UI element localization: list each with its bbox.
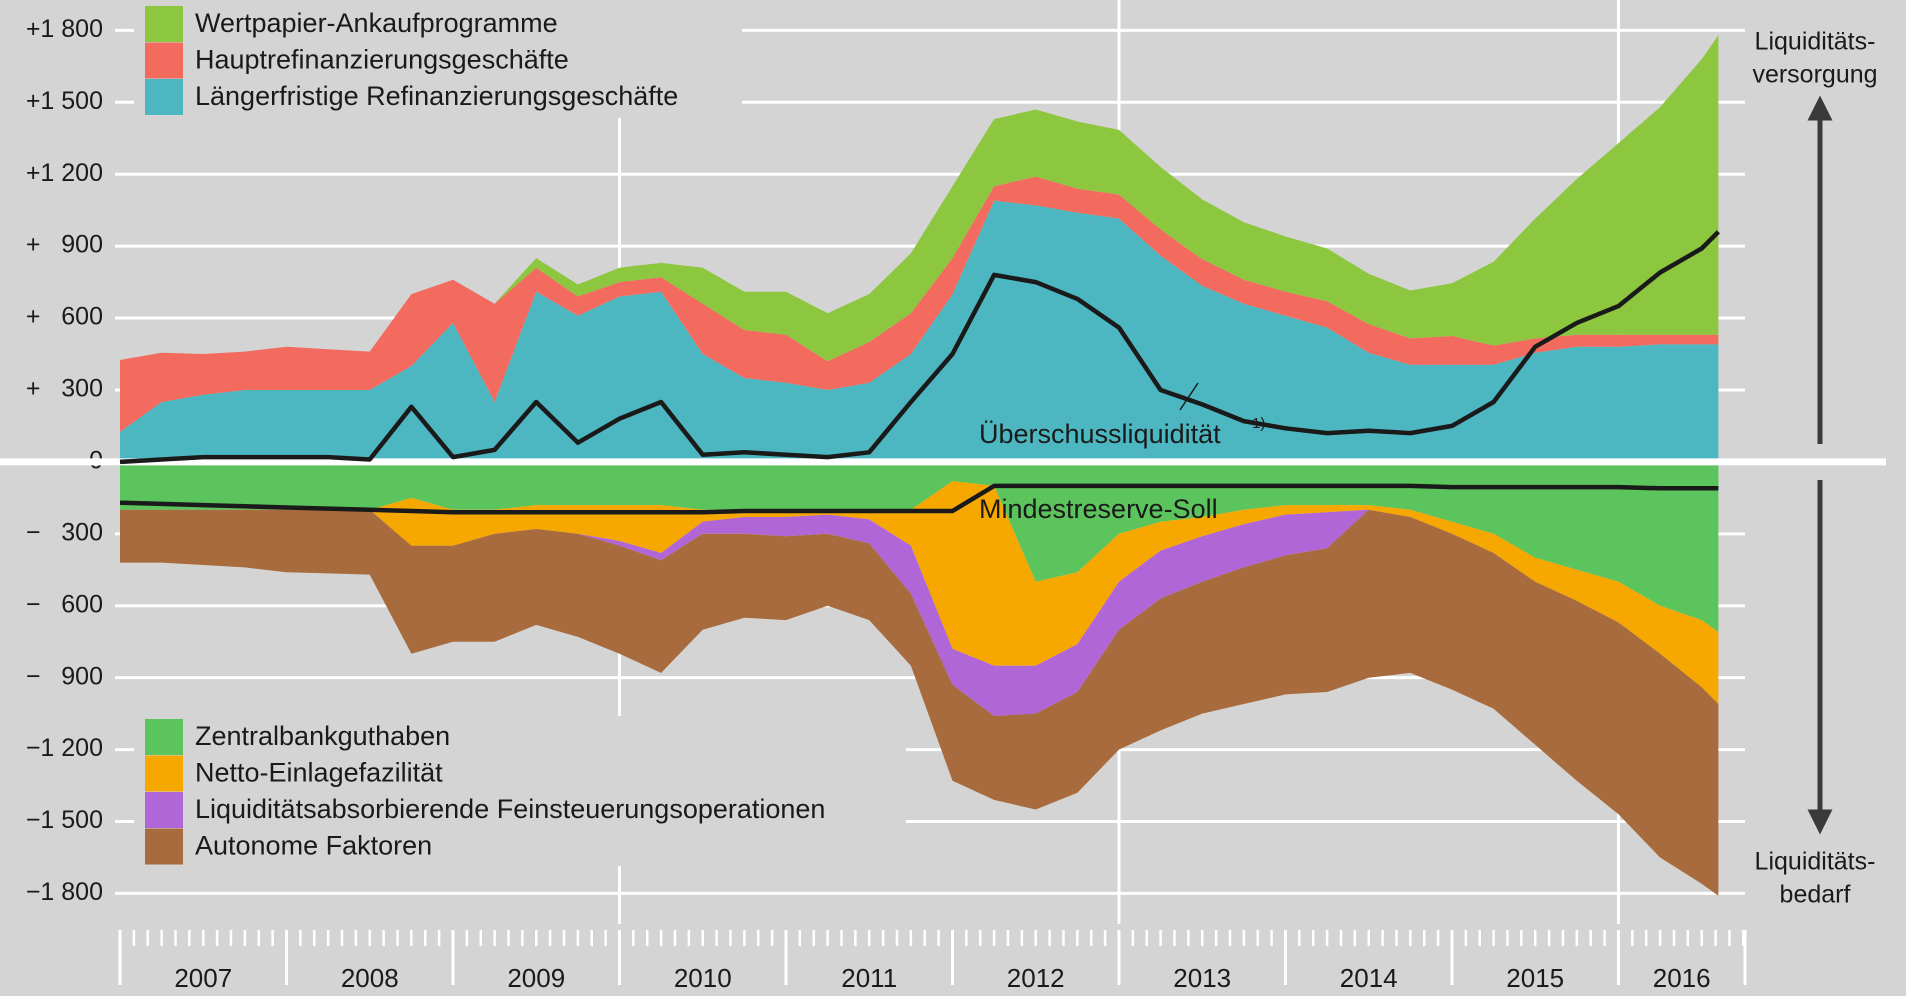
legend-background [134, 0, 742, 118]
legend-label: Autonome Faktoren [195, 831, 432, 861]
y-tick-label: + 600 [26, 303, 103, 331]
legend-label: Längerfristige Refinanzierungsgeschäfte [195, 81, 678, 111]
y-tick-label: +1 200 [26, 159, 103, 187]
legend-swatch [145, 719, 183, 755]
stacked-area [120, 35, 1719, 362]
x-tick-label: 2011 [841, 963, 897, 993]
y-tick-label: + 900 [26, 231, 103, 259]
legend-swatch [145, 6, 183, 42]
stacked-area [120, 509, 1719, 896]
line-series [119, 230, 1720, 465]
stacked-area [120, 461, 1719, 633]
annotation: bedarf [1780, 881, 1851, 909]
y-tick-label: − 600 [26, 590, 103, 618]
y-tick-label: +1 800 [26, 15, 103, 43]
x-tick-label: 2012 [1007, 963, 1065, 993]
legend-label: Zentralbankguthaben [195, 721, 450, 751]
x-tick-label: 2014 [1340, 963, 1398, 993]
stacked-area [120, 200, 1719, 462]
legend-swatch [145, 79, 183, 115]
stacked-area [120, 176, 1719, 432]
x-tick-label: 2008 [341, 963, 399, 993]
y-tick-label: − 300 [26, 518, 103, 546]
legend-background [134, 716, 906, 866]
x-tick-label: 2010 [674, 963, 732, 993]
legend-label: Wertpapier-Ankaufprogramme [195, 8, 558, 38]
x-tick-label: 2016 [1653, 963, 1711, 993]
legend-swatch [145, 42, 183, 79]
x-tick-label: 2009 [507, 963, 565, 993]
legend-label: Liquiditätsabsorbierende Feinsteuerungso… [195, 794, 825, 824]
x-tick-label: 2015 [1506, 963, 1564, 993]
x-tick-label: 2013 [1173, 963, 1231, 993]
leader-line [1179, 382, 1199, 411]
annotation: Liquiditäts- [1755, 848, 1876, 876]
annotation: versorgung [1752, 61, 1877, 89]
legend-label: Hauptrefinanzierungsgeschäfte [195, 45, 569, 75]
legend-swatch [145, 828, 183, 865]
legend-label: Netto-Einlagefazilität [195, 758, 443, 788]
y-tick-label: +1 500 [26, 87, 103, 115]
legend-swatch [145, 792, 183, 828]
y-tick-label: + 300 [26, 375, 103, 403]
annotation: Liquiditäts- [1755, 28, 1876, 56]
line-label: Überschussliquidität [979, 419, 1221, 449]
y-tick-label: −1 200 [26, 734, 103, 762]
line-series [119, 483, 1719, 515]
y-tick-label: −1 500 [26, 806, 103, 834]
y-tick-label: − 900 [26, 662, 103, 690]
stacked-area [120, 481, 1719, 704]
y-tick-label: −1 800 [26, 878, 103, 906]
footnote-marker: 1) [1252, 415, 1265, 432]
legend-swatch [145, 755, 183, 792]
line-label: Mindestreserve-Soll [979, 494, 1218, 524]
x-tick-label: 2007 [174, 963, 232, 993]
